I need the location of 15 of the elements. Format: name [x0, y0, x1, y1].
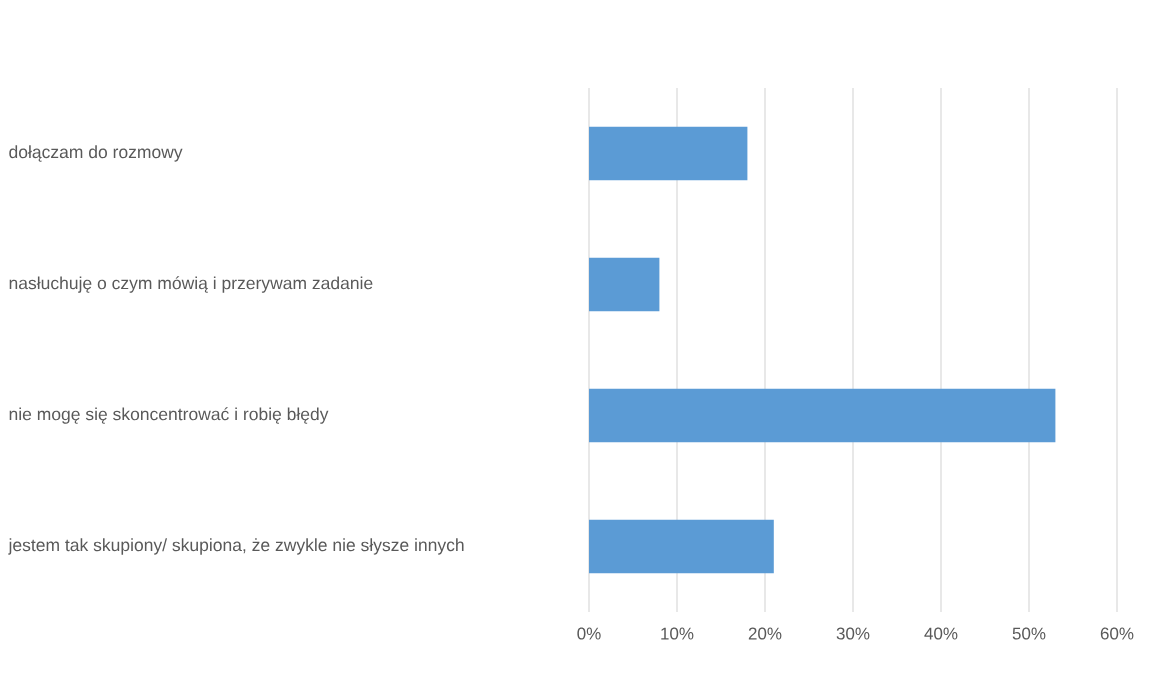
x-tick-label: 50%	[1012, 627, 1046, 640]
bar	[589, 519, 774, 574]
x-tick-label: 40%	[924, 627, 958, 640]
y-tick-label: jestem tak skupiony/ skupiona, że zwykle nie słysze innych	[8, 538, 464, 555]
bar	[589, 388, 1056, 443]
bar	[589, 126, 748, 181]
x-tick-label: 20%	[748, 627, 782, 640]
x-tick-label: 0%	[577, 627, 601, 640]
y-tick-label: nasłuchuję o czym mówią i przerywam zadanie	[9, 276, 373, 293]
y-tick-label: nie mogę się skoncentrować i robię błędy	[9, 407, 329, 424]
x-tick-label: 60%	[1100, 627, 1134, 640]
bar	[589, 257, 660, 312]
x-tick-label: 10%	[661, 627, 694, 640]
x-tick-label: 30%	[836, 627, 870, 640]
y-tick-label: dołączam do rozmowy	[9, 145, 183, 162]
